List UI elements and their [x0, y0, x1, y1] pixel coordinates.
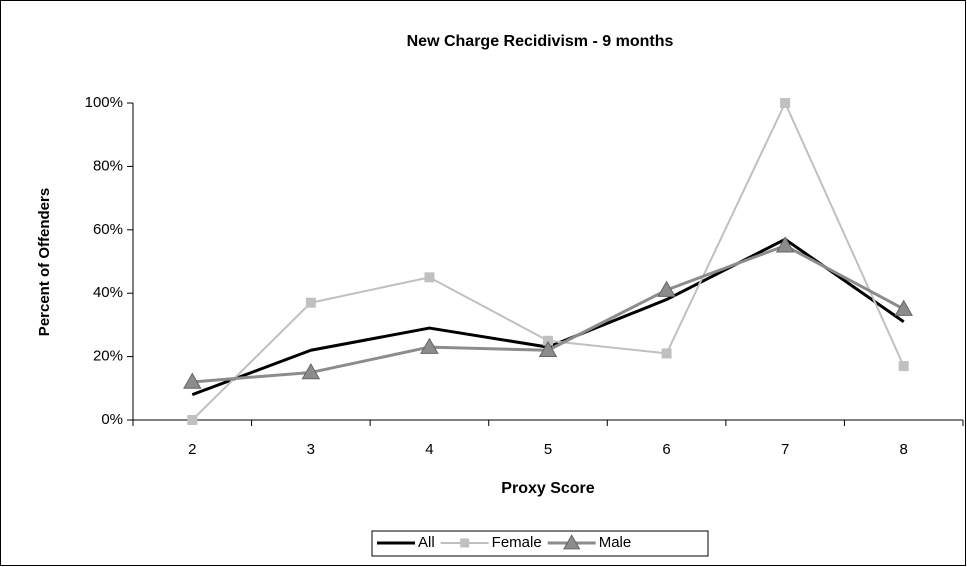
- marker: [661, 348, 672, 359]
- marker: [187, 415, 198, 425]
- marker: [301, 363, 321, 380]
- legend-box: [371, 530, 709, 557]
- marker: [424, 272, 435, 283]
- y-axis-label: Percent of Offenders: [36, 188, 53, 336]
- marker: [657, 280, 676, 297]
- marker: [460, 538, 470, 548]
- x-tick-label: 6: [662, 441, 670, 458]
- x-tick-label: 3: [307, 441, 315, 458]
- x-axis-label: Proxy Score: [501, 480, 594, 497]
- marker: [898, 361, 909, 372]
- y-tick-label: 80%: [93, 157, 123, 174]
- y-tick-label: 0%: [101, 411, 123, 428]
- legend-label: Female: [492, 534, 542, 551]
- x-tick-label: 4: [425, 441, 433, 458]
- marker: [775, 236, 795, 253]
- marker: [780, 98, 791, 108]
- legend-label: All: [418, 534, 435, 551]
- marker: [538, 340, 558, 358]
- x-tick-label: 2: [188, 441, 196, 458]
- legend-label: Male: [599, 534, 632, 551]
- y-tick-label: 20%: [93, 348, 123, 365]
- marker: [543, 335, 553, 346]
- x-tick-label: 5: [544, 441, 552, 458]
- y-tick-label: 40%: [93, 284, 123, 301]
- marker: [420, 337, 439, 354]
- marker: [305, 297, 316, 308]
- marker: [563, 534, 581, 550]
- marker: [894, 299, 913, 316]
- y-tick-label: 60%: [93, 221, 123, 238]
- x-tick-label: 7: [781, 441, 789, 458]
- y-tick-label: 100%: [85, 94, 123, 111]
- x-tick-label: 8: [900, 441, 908, 458]
- marker: [183, 372, 202, 389]
- chart-title: New Charge Recidivism - 9 months: [407, 33, 674, 50]
